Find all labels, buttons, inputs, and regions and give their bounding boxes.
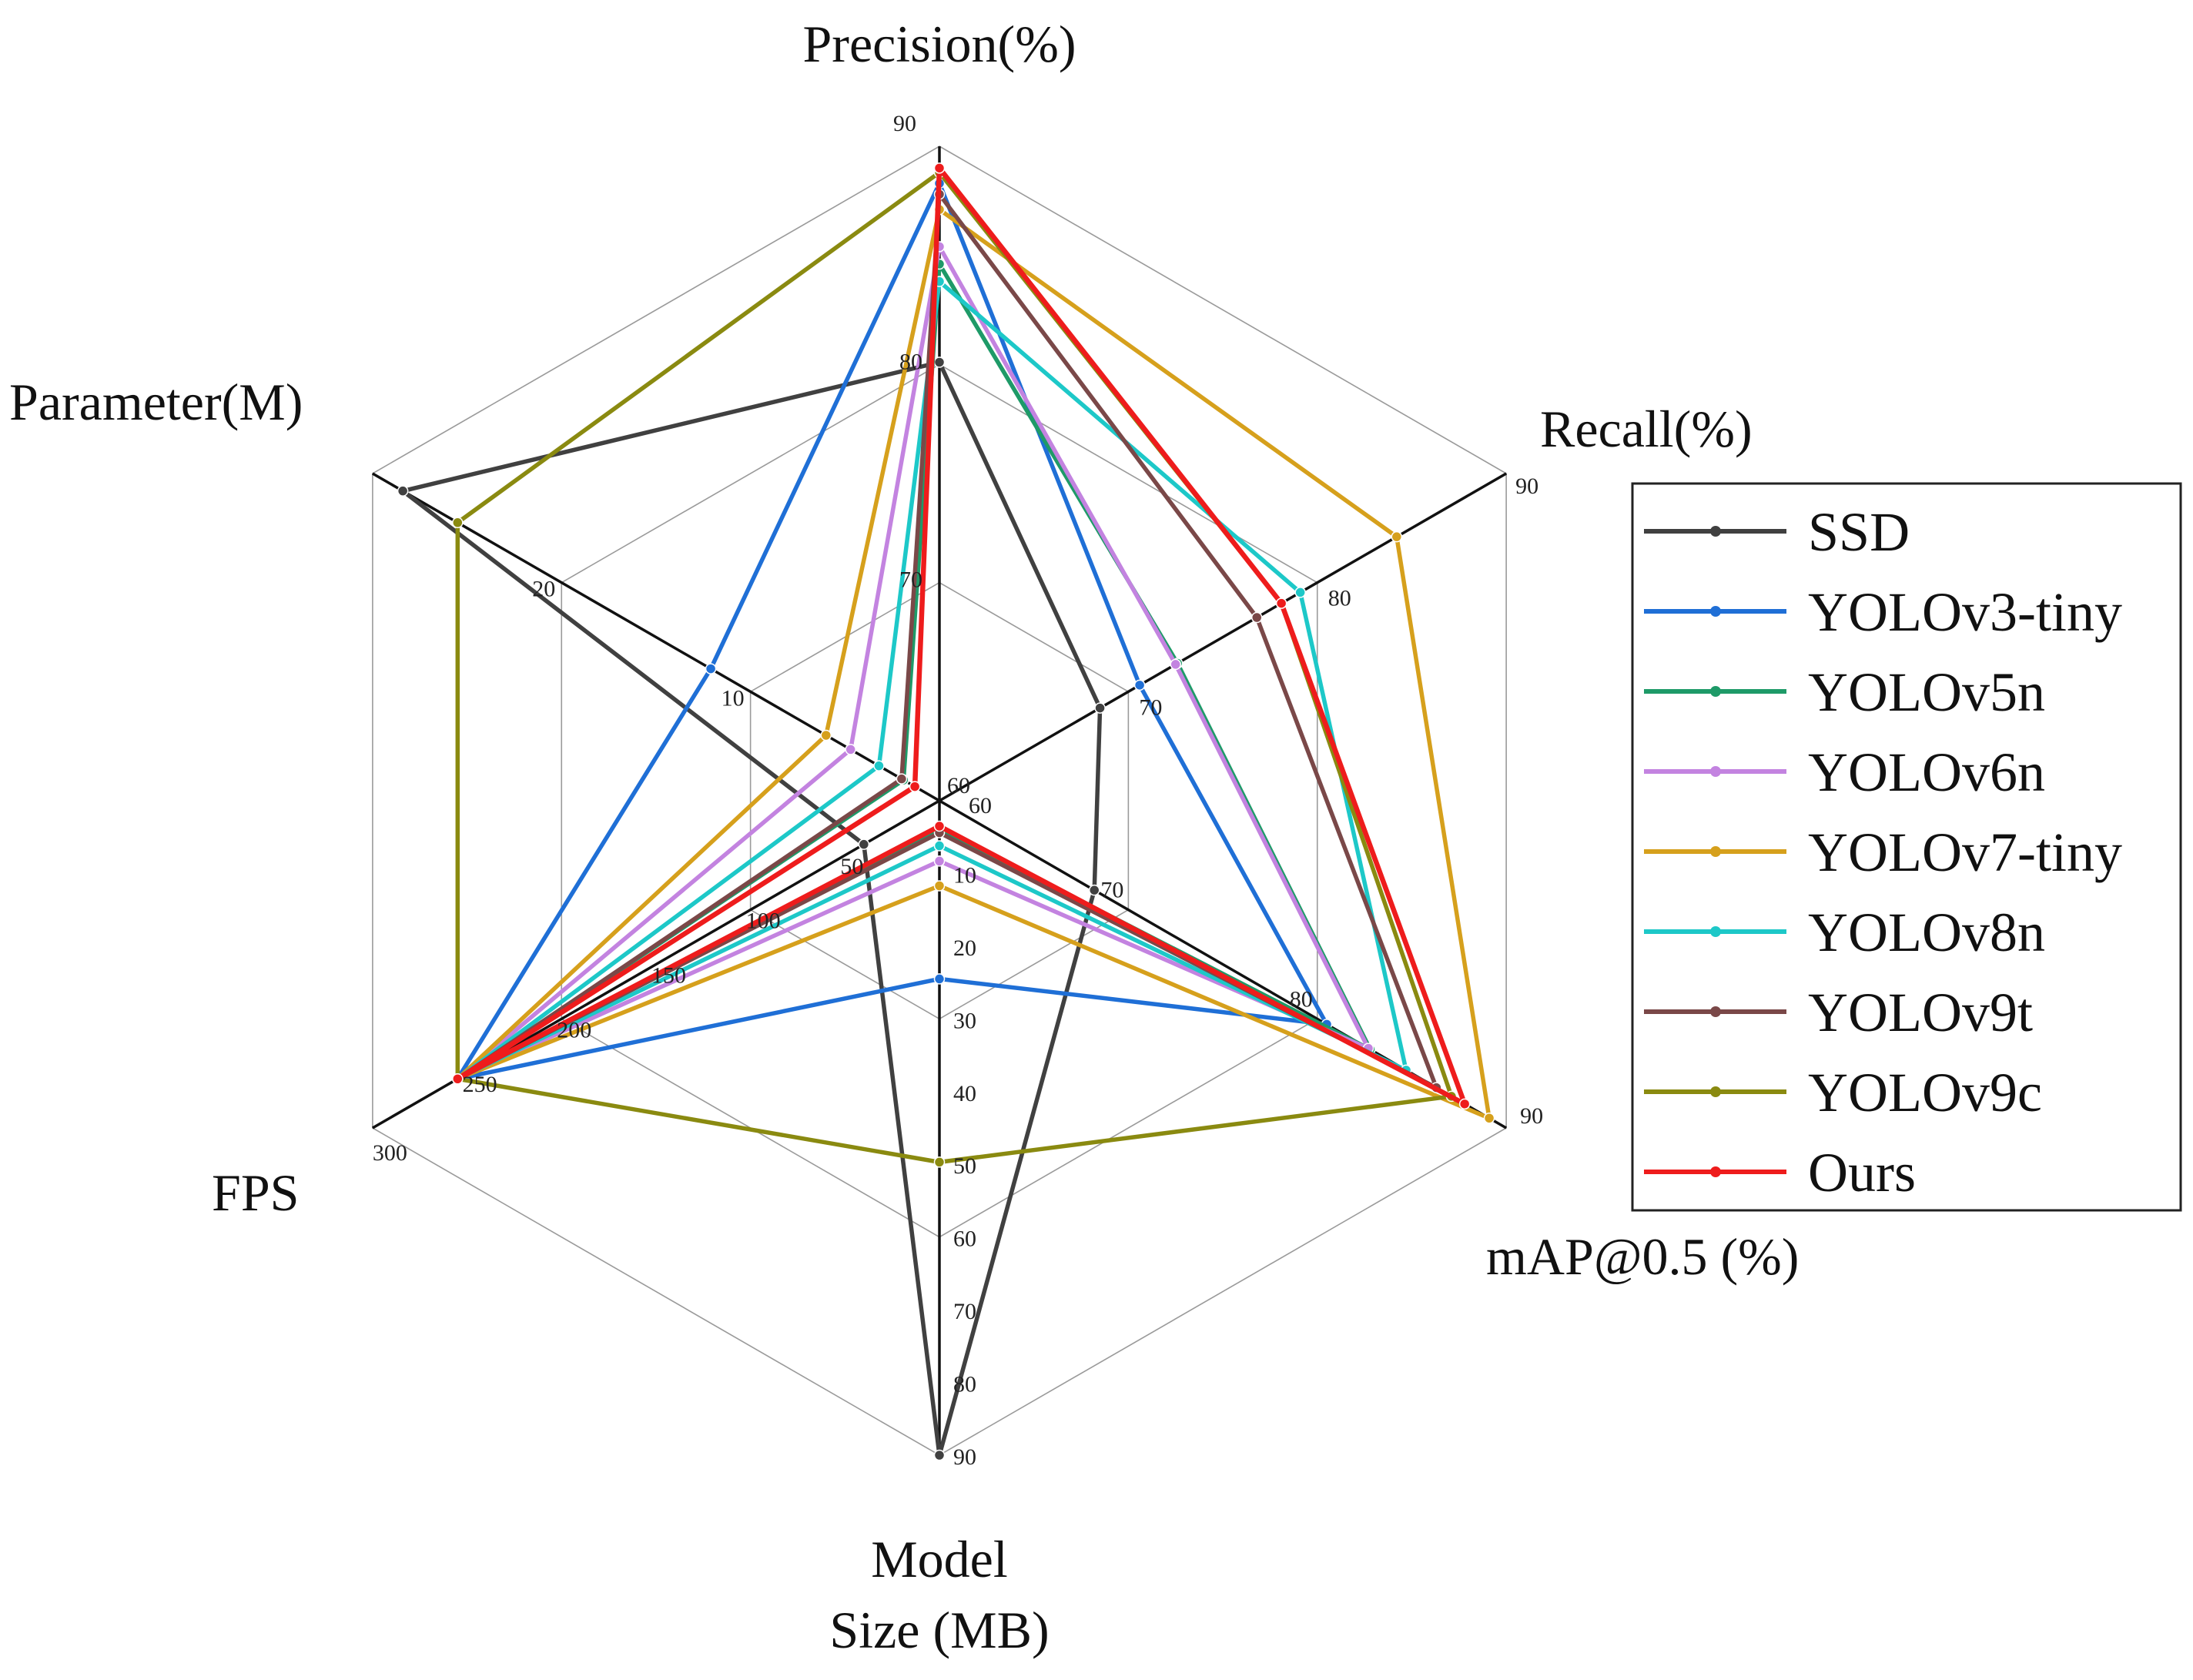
data-point-YOLOv6n: [933, 855, 946, 867]
tick-label: 20: [532, 577, 555, 602]
data-point-YOLOv8n: [873, 760, 885, 771]
tick-label: 30: [953, 1008, 976, 1033]
legend-marker-YOLOv3-tiny: [1710, 606, 1721, 617]
axis-title: Recall(%): [1540, 400, 1753, 458]
tick-label: 10: [722, 685, 745, 711]
tick-label: 250: [463, 1072, 497, 1097]
data-point-YOLOv7-tiny: [1483, 1113, 1495, 1124]
axis-layer: [372, 146, 1507, 1455]
legend-marker-YOLOv9c: [1710, 1086, 1721, 1097]
legend-marker-YOLOv7-tiny: [1710, 846, 1721, 857]
data-point-YOLOv3-tiny: [1133, 679, 1146, 691]
tick-label-layer: 70 80 90 70 80 90 70 80 90 10 20 30 40 50 60 70 80 90 50 10…: [373, 111, 1543, 1470]
tick-label: 150: [651, 963, 686, 989]
legend-label: YOLOv3-tiny: [1808, 581, 2122, 643]
tick-label: 20: [953, 935, 976, 961]
legend-label: YOLOv5n: [1808, 661, 2045, 723]
axis-title: Precision(%): [802, 15, 1076, 73]
data-point-YOLOv6n: [845, 744, 856, 755]
data-point-YOLOv9c: [933, 1156, 946, 1168]
data-point-Ours: [909, 781, 921, 792]
axis-title-layer: Precision(%) Recall(%) mAP@0.5 (%) Model Siz…: [9, 15, 1799, 1659]
tick-label: 80: [953, 1372, 976, 1397]
series-layer: [397, 162, 1495, 1461]
tick-label: 90: [893, 111, 916, 136]
axis-title-line: Size (MB): [829, 1601, 1049, 1659]
data-point-SSD: [858, 838, 870, 850]
data-point-YOLOv9c: [452, 517, 464, 528]
data-point-SSD: [1088, 884, 1100, 896]
tick-label: 70: [953, 1299, 976, 1324]
data-point-YOLOv3-tiny: [705, 663, 717, 674]
axis-title-line: Model: [871, 1530, 1008, 1588]
tick-label: 80: [1328, 586, 1351, 611]
data-point-Ours: [452, 1073, 464, 1085]
axis-title: mAP@0.5 (%): [1486, 1227, 1799, 1286]
tick-label: 80: [1290, 986, 1313, 1012]
tick-label-center: 60: [947, 773, 970, 798]
legend-label: YOLOv8n: [1808, 902, 2045, 963]
legend-box: [1631, 482, 2182, 1212]
axis-line: [939, 472, 1507, 802]
legend-label: YOLOv7-tiny: [1808, 822, 2122, 883]
data-point-YOLOv3-tiny: [933, 973, 946, 985]
data-point-YOLOv7-tiny: [820, 729, 832, 741]
tick-label: 10: [953, 862, 976, 888]
legend-label: Ours: [1808, 1142, 1916, 1203]
tick-label: 90: [1515, 474, 1538, 499]
data-point-SSD: [933, 1449, 946, 1461]
data-point-YOLOv7-tiny: [1391, 530, 1403, 543]
data-point-YOLOv6n: [1170, 658, 1181, 671]
data-point-Ours: [1275, 597, 1287, 609]
axis-title: Parameter(M): [9, 373, 303, 431]
legend-marker-YOLOv5n: [1710, 686, 1721, 697]
legend: SSD YOLOv3-tiny YOLOv5n YOLOv6n YOLOv7-tiny Y…: [1631, 482, 2182, 1212]
data-point-SSD: [397, 485, 409, 497]
tick-label: 70: [1139, 694, 1162, 720]
tick-label: 300: [373, 1140, 407, 1166]
legend-label: SSD: [1808, 501, 1910, 563]
legend-marker-YOLOv9t: [1710, 1006, 1721, 1017]
tick-label: 90: [953, 1444, 976, 1470]
data-point-Ours: [933, 820, 946, 832]
tick-label: 100: [746, 909, 781, 934]
legend-marker-YOLOv8n: [1710, 926, 1721, 937]
axis-title: FPS: [212, 1163, 299, 1222]
tick-label: 80: [899, 349, 922, 374]
data-point-YOLOv9t: [896, 773, 908, 785]
tick-label: 90: [1520, 1103, 1543, 1129]
data-point-YOLOv9t: [1251, 611, 1263, 624]
tick-label: 70: [1100, 878, 1123, 903]
data-point-SSD: [933, 356, 946, 368]
data-point-YOLOv8n: [933, 840, 946, 852]
data-point-YOLOv8n: [1294, 587, 1306, 598]
data-point-Ours: [1458, 1098, 1471, 1110]
axis-title: Model Size (MB): [829, 1530, 1049, 1659]
series-line-Ours: [455, 166, 1468, 1107]
tick-label: 50: [953, 1153, 976, 1179]
legend-label: YOLOv9c: [1808, 1062, 2042, 1123]
tick-label: 70: [899, 567, 922, 593]
data-point-SSD: [1094, 702, 1106, 714]
data-point-YOLOv7-tiny: [933, 880, 946, 892]
legend-label: YOLOv9t: [1808, 982, 2033, 1043]
legend-marker-SSD: [1710, 526, 1721, 537]
tick-label: 60: [953, 1227, 976, 1252]
legend-marker-Ours: [1710, 1166, 1721, 1177]
tick-label: 40: [953, 1081, 976, 1106]
legend-marker-YOLOv6n: [1710, 766, 1721, 777]
tick-label: 50: [840, 854, 863, 879]
tick-label: 200: [557, 1017, 591, 1042]
data-point-Ours: [933, 162, 946, 174]
tick-label-center: 60: [969, 793, 992, 818]
legend-label: YOLOv6n: [1808, 741, 2045, 803]
axis-line: [372, 472, 940, 802]
